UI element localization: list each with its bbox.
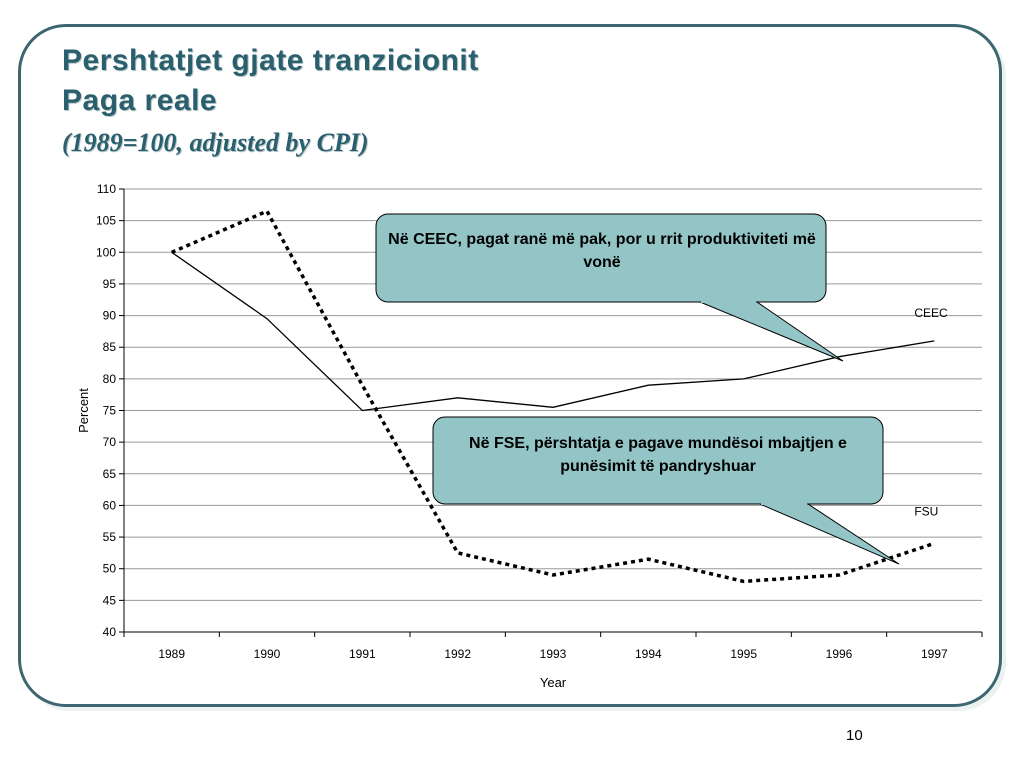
page-number: 10 — [846, 727, 863, 744]
y-tick-label: 50 — [103, 562, 117, 576]
y-tick-label: 40 — [103, 625, 117, 639]
y-tick-label: 90 — [103, 309, 117, 323]
slide-note: (1989=100, adjusted by CPI) — [62, 128, 369, 157]
callout-ceec-box — [375, 213, 827, 303]
y-tick-label: 45 — [103, 593, 117, 607]
y-tick-label: 55 — [103, 530, 117, 544]
x-tick-label: 1991 — [349, 647, 376, 661]
x-tick-label: 1990 — [254, 647, 281, 661]
x-tick-label: 1995 — [730, 647, 757, 661]
y-tick-label: 105 — [96, 214, 116, 228]
callout-fsu-box — [432, 416, 884, 505]
y-tick-label: 60 — [103, 498, 117, 512]
series-line-ceec — [171, 251, 935, 412]
y-tick-label: 65 — [103, 467, 117, 481]
y-axis-title: Percent — [76, 388, 91, 433]
x-tick-label: 1993 — [540, 647, 567, 661]
callout-fsu-text: Në FSE, përshtatja e pagave mundësoi mba… — [469, 435, 847, 475]
x-tick-label: 1997 — [921, 647, 948, 661]
x-tick-label: 1992 — [444, 647, 471, 661]
y-tick-label: 70 — [103, 435, 117, 449]
y-tick-label: 110 — [97, 182, 116, 196]
x-tick-label: 1989 — [158, 647, 185, 661]
y-tick-label: 85 — [103, 340, 117, 354]
slide-subtitle: Paga reale — [62, 84, 218, 117]
series-line-fsu — [171, 208, 935, 584]
y-tick-label: 95 — [103, 277, 117, 291]
y-tick-label: 75 — [103, 404, 117, 418]
y-tick-label: 80 — [103, 372, 117, 386]
x-tick-label: 1994 — [635, 647, 662, 661]
series-label-ceec: CEEC — [914, 306, 948, 320]
x-axis-title: Year — [540, 675, 567, 690]
series-label-fsu: FSU — [914, 504, 938, 518]
y-tick-label: 100 — [96, 245, 116, 259]
callout-ceec-text: Në CEEC, pagat ranë më pak, por u rrit p… — [388, 231, 816, 271]
x-tick-label: 1996 — [826, 647, 853, 661]
slide-title: Pershtatjet gjate tranzicionit — [62, 44, 479, 77]
